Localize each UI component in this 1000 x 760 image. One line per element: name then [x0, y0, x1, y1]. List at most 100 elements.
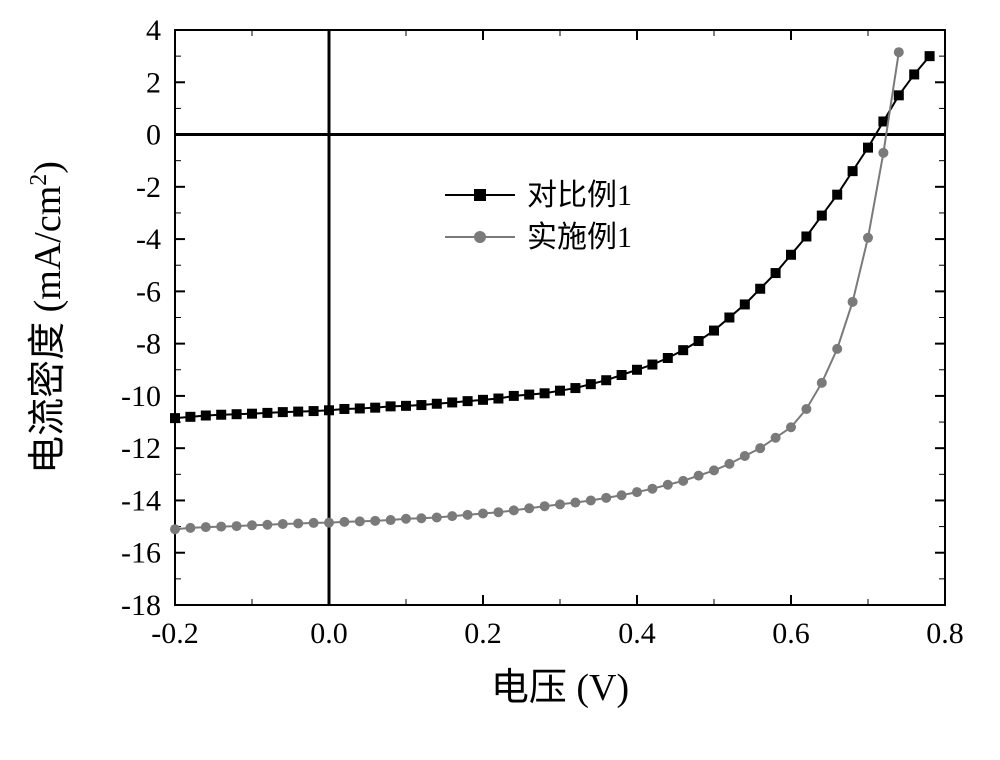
- series-marker: [463, 510, 473, 520]
- series-marker: [617, 490, 627, 500]
- y-axis-title: 电流密度 (mA/cm2): [26, 161, 69, 474]
- series-marker: [416, 400, 426, 410]
- series-marker: [801, 231, 811, 241]
- series-marker: [432, 399, 442, 409]
- series-marker: [524, 503, 534, 513]
- series-marker: [509, 505, 519, 515]
- series-marker: [339, 517, 349, 527]
- series-marker: [524, 390, 534, 400]
- chart-svg: -0.20.00.20.40.60.8-18-16-14-12-10-8-6-4…: [0, 0, 1000, 760]
- series-marker: [540, 501, 550, 511]
- series-marker: [478, 509, 488, 519]
- series-marker: [663, 480, 673, 490]
- series-marker: [632, 487, 642, 497]
- series-marker: [416, 513, 426, 523]
- series-marker: [493, 394, 503, 404]
- series-marker: [447, 511, 457, 521]
- series-marker: [201, 411, 211, 421]
- series-marker: [617, 370, 627, 380]
- series-marker: [278, 407, 288, 417]
- series-marker: [848, 297, 858, 307]
- series-marker: [786, 250, 796, 260]
- legend-label: 对比例1: [527, 179, 632, 212]
- series-marker: [601, 375, 611, 385]
- series-marker: [185, 523, 195, 533]
- series-marker: [370, 403, 380, 413]
- series-marker: [894, 90, 904, 100]
- series-marker: [201, 522, 211, 532]
- series-marker: [478, 395, 488, 405]
- x-tick-label: 0.2: [464, 617, 502, 650]
- y-tick-label: -18: [121, 589, 161, 622]
- series-marker: [309, 406, 319, 416]
- x-tick-label: 0.0: [310, 617, 348, 650]
- series-marker: [678, 476, 688, 486]
- series-marker: [401, 401, 411, 411]
- series-marker: [170, 413, 180, 423]
- series-marker: [493, 507, 503, 517]
- series-marker: [216, 522, 226, 532]
- series-marker: [909, 69, 919, 79]
- y-tick-label: -12: [121, 432, 161, 465]
- series-marker: [309, 518, 319, 528]
- series-marker: [863, 233, 873, 243]
- series-marker: [755, 284, 765, 294]
- x-axis-title: 电压 (V): [491, 667, 629, 709]
- series-marker: [740, 451, 750, 461]
- series-marker: [247, 409, 257, 419]
- series-marker: [832, 190, 842, 200]
- series-marker: [771, 433, 781, 443]
- series-marker: [601, 493, 611, 503]
- series-marker: [925, 51, 935, 61]
- x-tick-label: 0.8: [926, 617, 964, 650]
- series-marker: [293, 518, 303, 528]
- series-marker: [386, 515, 396, 525]
- y-tick-label: -10: [121, 380, 161, 413]
- series-marker: [878, 148, 888, 158]
- series-marker: [678, 345, 688, 355]
- series-marker: [694, 471, 704, 481]
- series-marker: [570, 498, 580, 508]
- series-marker: [247, 520, 257, 530]
- series-marker: [355, 403, 365, 413]
- series-marker: [817, 378, 827, 388]
- series-marker: [848, 166, 858, 176]
- y-tick-label: -8: [136, 328, 161, 361]
- series-marker: [801, 404, 811, 414]
- x-tick-label: 0.4: [618, 617, 656, 650]
- series-marker: [293, 407, 303, 417]
- series-line: [175, 52, 899, 529]
- legend-marker: [474, 189, 486, 201]
- series-marker: [709, 326, 719, 336]
- series-marker: [694, 336, 704, 346]
- series-marker: [386, 401, 396, 411]
- series-marker: [755, 443, 765, 453]
- series-marker: [355, 516, 365, 526]
- series-marker: [432, 512, 442, 522]
- series-marker: [232, 521, 242, 531]
- x-tick-label: 0.6: [772, 617, 810, 650]
- y-tick-label: 2: [146, 66, 161, 99]
- legend-marker: [474, 231, 486, 243]
- series-marker: [632, 365, 642, 375]
- series-marker: [509, 391, 519, 401]
- series-marker: [555, 499, 565, 509]
- series-marker: [278, 519, 288, 529]
- series-marker: [863, 143, 873, 153]
- series-marker: [724, 313, 734, 323]
- series-marker: [540, 388, 550, 398]
- series-marker: [170, 524, 180, 534]
- series-marker: [740, 299, 750, 309]
- series-marker: [724, 459, 734, 469]
- series-marker: [709, 465, 719, 475]
- series-marker: [894, 47, 904, 57]
- series-marker: [647, 484, 657, 494]
- y-tick-label: 4: [146, 14, 161, 47]
- series-marker: [832, 344, 842, 354]
- series-marker: [771, 268, 781, 278]
- series-marker: [570, 383, 580, 393]
- jv-chart: -0.20.00.20.40.60.8-18-16-14-12-10-8-6-4…: [0, 0, 1000, 760]
- y-tick-label: -2: [136, 171, 161, 204]
- plot-border: [175, 30, 945, 605]
- y-tick-label: -16: [121, 537, 161, 570]
